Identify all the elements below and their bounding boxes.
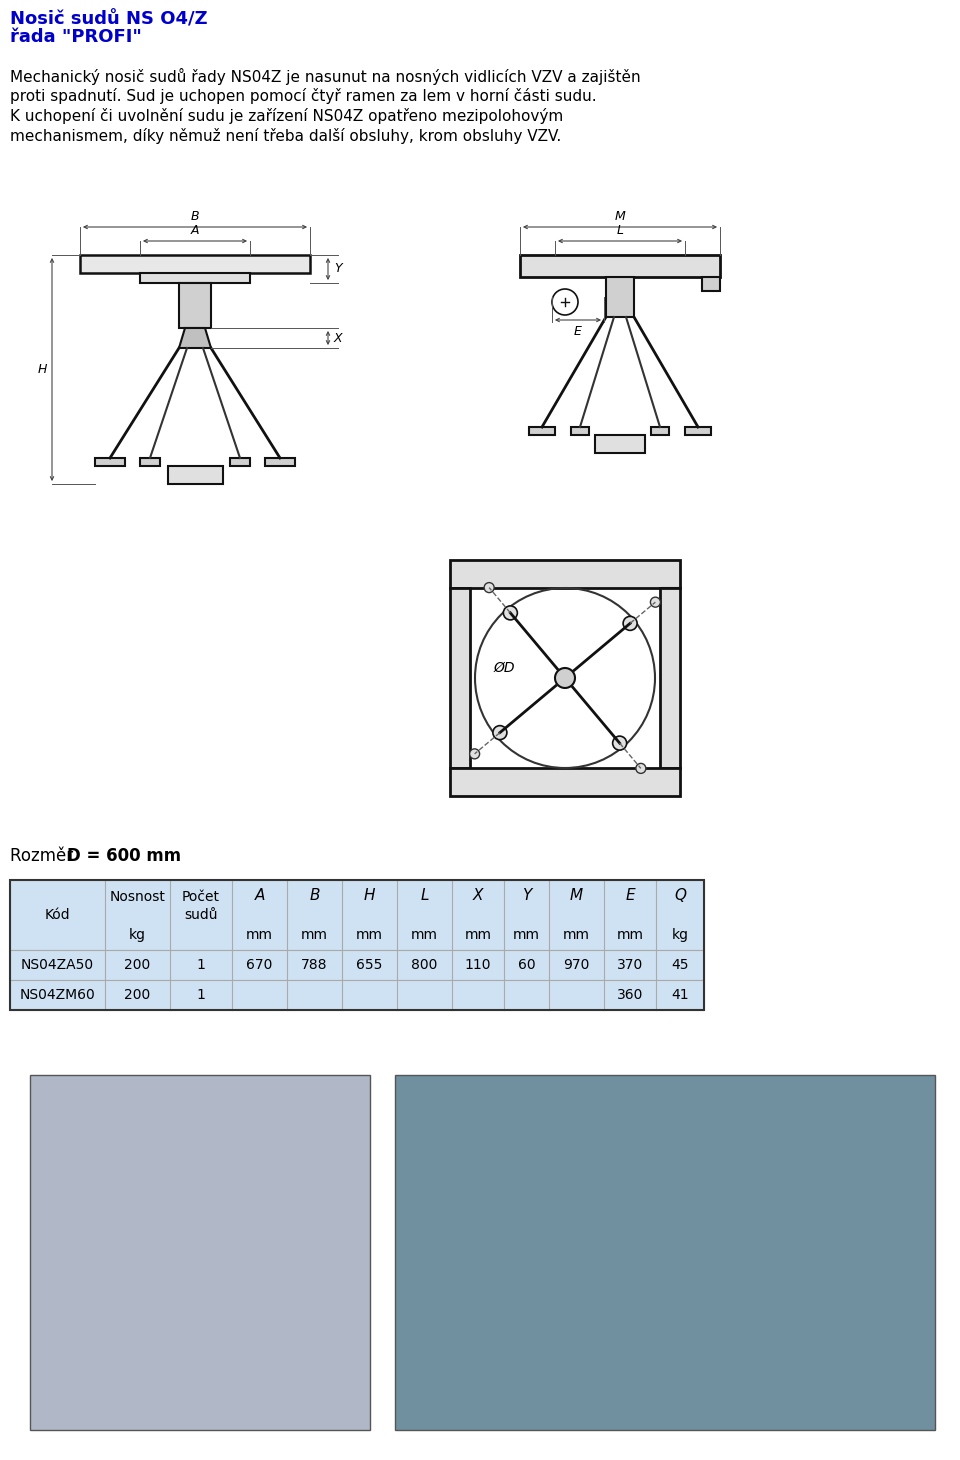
Text: mm: mm xyxy=(301,929,328,942)
Text: mm: mm xyxy=(513,929,540,942)
Text: Y: Y xyxy=(522,888,531,902)
Bar xyxy=(529,426,555,435)
Bar xyxy=(80,255,310,273)
Text: Nosič sudů NS O4/Z: Nosič sudů NS O4/Z xyxy=(10,10,207,28)
Bar xyxy=(702,277,720,291)
Text: X: X xyxy=(334,331,343,345)
Text: Mechanický nosič sudů řady NS04Z je nasunut na nosných vidlicích VZV a zajištěn: Mechanický nosič sudů řady NS04Z je nasu… xyxy=(10,69,640,85)
Bar xyxy=(10,880,704,1010)
Bar xyxy=(10,980,704,1010)
Text: 1: 1 xyxy=(197,988,205,1002)
Text: X: X xyxy=(472,888,483,902)
Bar xyxy=(571,426,589,435)
Text: B: B xyxy=(309,888,320,902)
Circle shape xyxy=(636,764,646,774)
Text: K uchopení či uvolnění sudu je zařízení NS04Z opatřeno mezipolohovým: K uchopení či uvolnění sudu je zařízení … xyxy=(10,108,564,124)
Text: sudů: sudů xyxy=(184,908,218,923)
Circle shape xyxy=(650,597,660,607)
Text: L: L xyxy=(420,888,429,902)
Text: 45: 45 xyxy=(671,958,688,972)
Text: proti spadnutí. Sud je uchopen pomocí čtyř ramen za lem v horní části sudu.: proti spadnutí. Sud je uchopen pomocí čt… xyxy=(10,88,596,104)
Bar xyxy=(450,588,470,768)
Circle shape xyxy=(484,583,494,593)
Bar xyxy=(660,588,680,768)
Text: 110: 110 xyxy=(465,958,492,972)
Bar xyxy=(395,1075,935,1429)
Text: ØD: ØD xyxy=(493,661,515,675)
Text: 200: 200 xyxy=(125,958,151,972)
Bar xyxy=(140,273,250,283)
Text: 60: 60 xyxy=(517,958,536,972)
Bar xyxy=(595,435,645,453)
Text: 370: 370 xyxy=(617,958,643,972)
Text: NS04ZM60: NS04ZM60 xyxy=(19,988,95,1002)
Bar xyxy=(140,458,160,466)
Bar xyxy=(95,458,125,466)
Text: mm: mm xyxy=(465,929,492,942)
Bar xyxy=(450,561,680,588)
Text: mm: mm xyxy=(616,929,643,942)
Text: Rozměr: Rozměr xyxy=(10,847,79,864)
Text: Nosnost: Nosnost xyxy=(109,891,165,904)
Text: mm: mm xyxy=(563,929,590,942)
Text: Q: Q xyxy=(674,888,686,902)
Text: Kód: Kód xyxy=(45,908,70,923)
Text: M: M xyxy=(614,210,625,223)
Text: E: E xyxy=(625,888,635,902)
Text: Počet: Počet xyxy=(182,891,220,904)
Bar xyxy=(265,458,295,466)
Text: 655: 655 xyxy=(356,958,383,972)
Text: A: A xyxy=(191,223,200,237)
Text: 970: 970 xyxy=(564,958,589,972)
Text: 200: 200 xyxy=(125,988,151,1002)
Text: Y: Y xyxy=(334,263,342,276)
Text: kg: kg xyxy=(671,929,688,942)
Circle shape xyxy=(555,669,575,688)
Text: M: M xyxy=(570,888,583,902)
Text: 670: 670 xyxy=(247,958,273,972)
Text: 360: 360 xyxy=(617,988,643,1002)
Bar xyxy=(520,255,720,277)
Polygon shape xyxy=(179,328,211,347)
Bar xyxy=(685,426,711,435)
Bar xyxy=(230,458,250,466)
Text: B: B xyxy=(191,210,200,223)
Text: E: E xyxy=(574,326,582,339)
Text: H: H xyxy=(364,888,375,902)
Text: D = 600 mm: D = 600 mm xyxy=(67,847,181,864)
Text: kg: kg xyxy=(129,929,146,942)
Circle shape xyxy=(503,606,517,620)
Text: řada "PROFI": řada "PROFI" xyxy=(10,28,142,47)
Text: A: A xyxy=(254,888,265,902)
Text: 800: 800 xyxy=(411,958,438,972)
Circle shape xyxy=(623,616,637,631)
Bar xyxy=(450,768,680,796)
Bar xyxy=(10,950,704,980)
Circle shape xyxy=(492,726,507,740)
Bar xyxy=(10,880,704,950)
Bar xyxy=(606,277,634,317)
Text: 788: 788 xyxy=(301,958,327,972)
Text: mechanismem, díky němuž není třeba další obsluhy, krom obsluhy VZV.: mechanismem, díky němuž není třeba další… xyxy=(10,128,562,145)
Bar xyxy=(651,426,669,435)
Text: mm: mm xyxy=(356,929,383,942)
Text: 1: 1 xyxy=(197,958,205,972)
Bar xyxy=(662,588,680,604)
Bar xyxy=(167,466,223,485)
Bar xyxy=(179,283,211,328)
Text: NS04ZA50: NS04ZA50 xyxy=(21,958,94,972)
Bar xyxy=(30,1075,370,1429)
Text: H: H xyxy=(37,364,47,377)
Circle shape xyxy=(469,749,480,759)
Text: mm: mm xyxy=(246,929,273,942)
Circle shape xyxy=(612,736,627,750)
Text: mm: mm xyxy=(411,929,438,942)
Text: L: L xyxy=(616,223,623,237)
Text: 41: 41 xyxy=(671,988,689,1002)
